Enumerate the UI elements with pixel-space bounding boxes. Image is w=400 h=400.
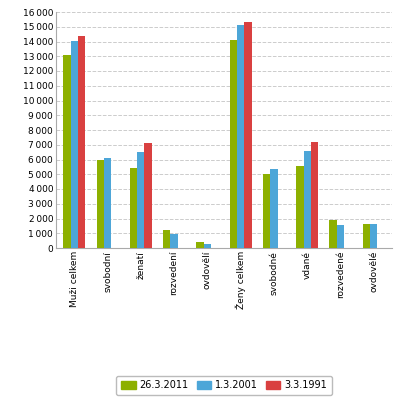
Bar (63, 55, 71, 248)
Bar (337, 225, 344, 248)
Bar (137, 152, 144, 248)
Bar (363, 224, 370, 248)
Bar (196, 242, 204, 248)
Bar (270, 169, 278, 248)
Bar (78, 36, 85, 248)
Bar (204, 244, 211, 248)
Bar (311, 142, 318, 248)
Bar (130, 168, 137, 248)
Bar (104, 158, 111, 248)
Bar (230, 40, 237, 248)
Bar (370, 224, 377, 248)
Bar (96, 160, 104, 248)
Bar (163, 230, 170, 248)
Bar (244, 22, 252, 248)
Bar (71, 41, 78, 248)
Bar (296, 166, 304, 248)
Bar (330, 220, 337, 248)
Bar (144, 143, 152, 248)
Legend: 26.3.2011, 1.3.2001, 3.3.1991: 26.3.2011, 1.3.2001, 3.3.1991 (116, 376, 332, 395)
Bar (263, 174, 270, 248)
Bar (304, 151, 311, 248)
Bar (170, 234, 178, 248)
Bar (237, 24, 244, 248)
